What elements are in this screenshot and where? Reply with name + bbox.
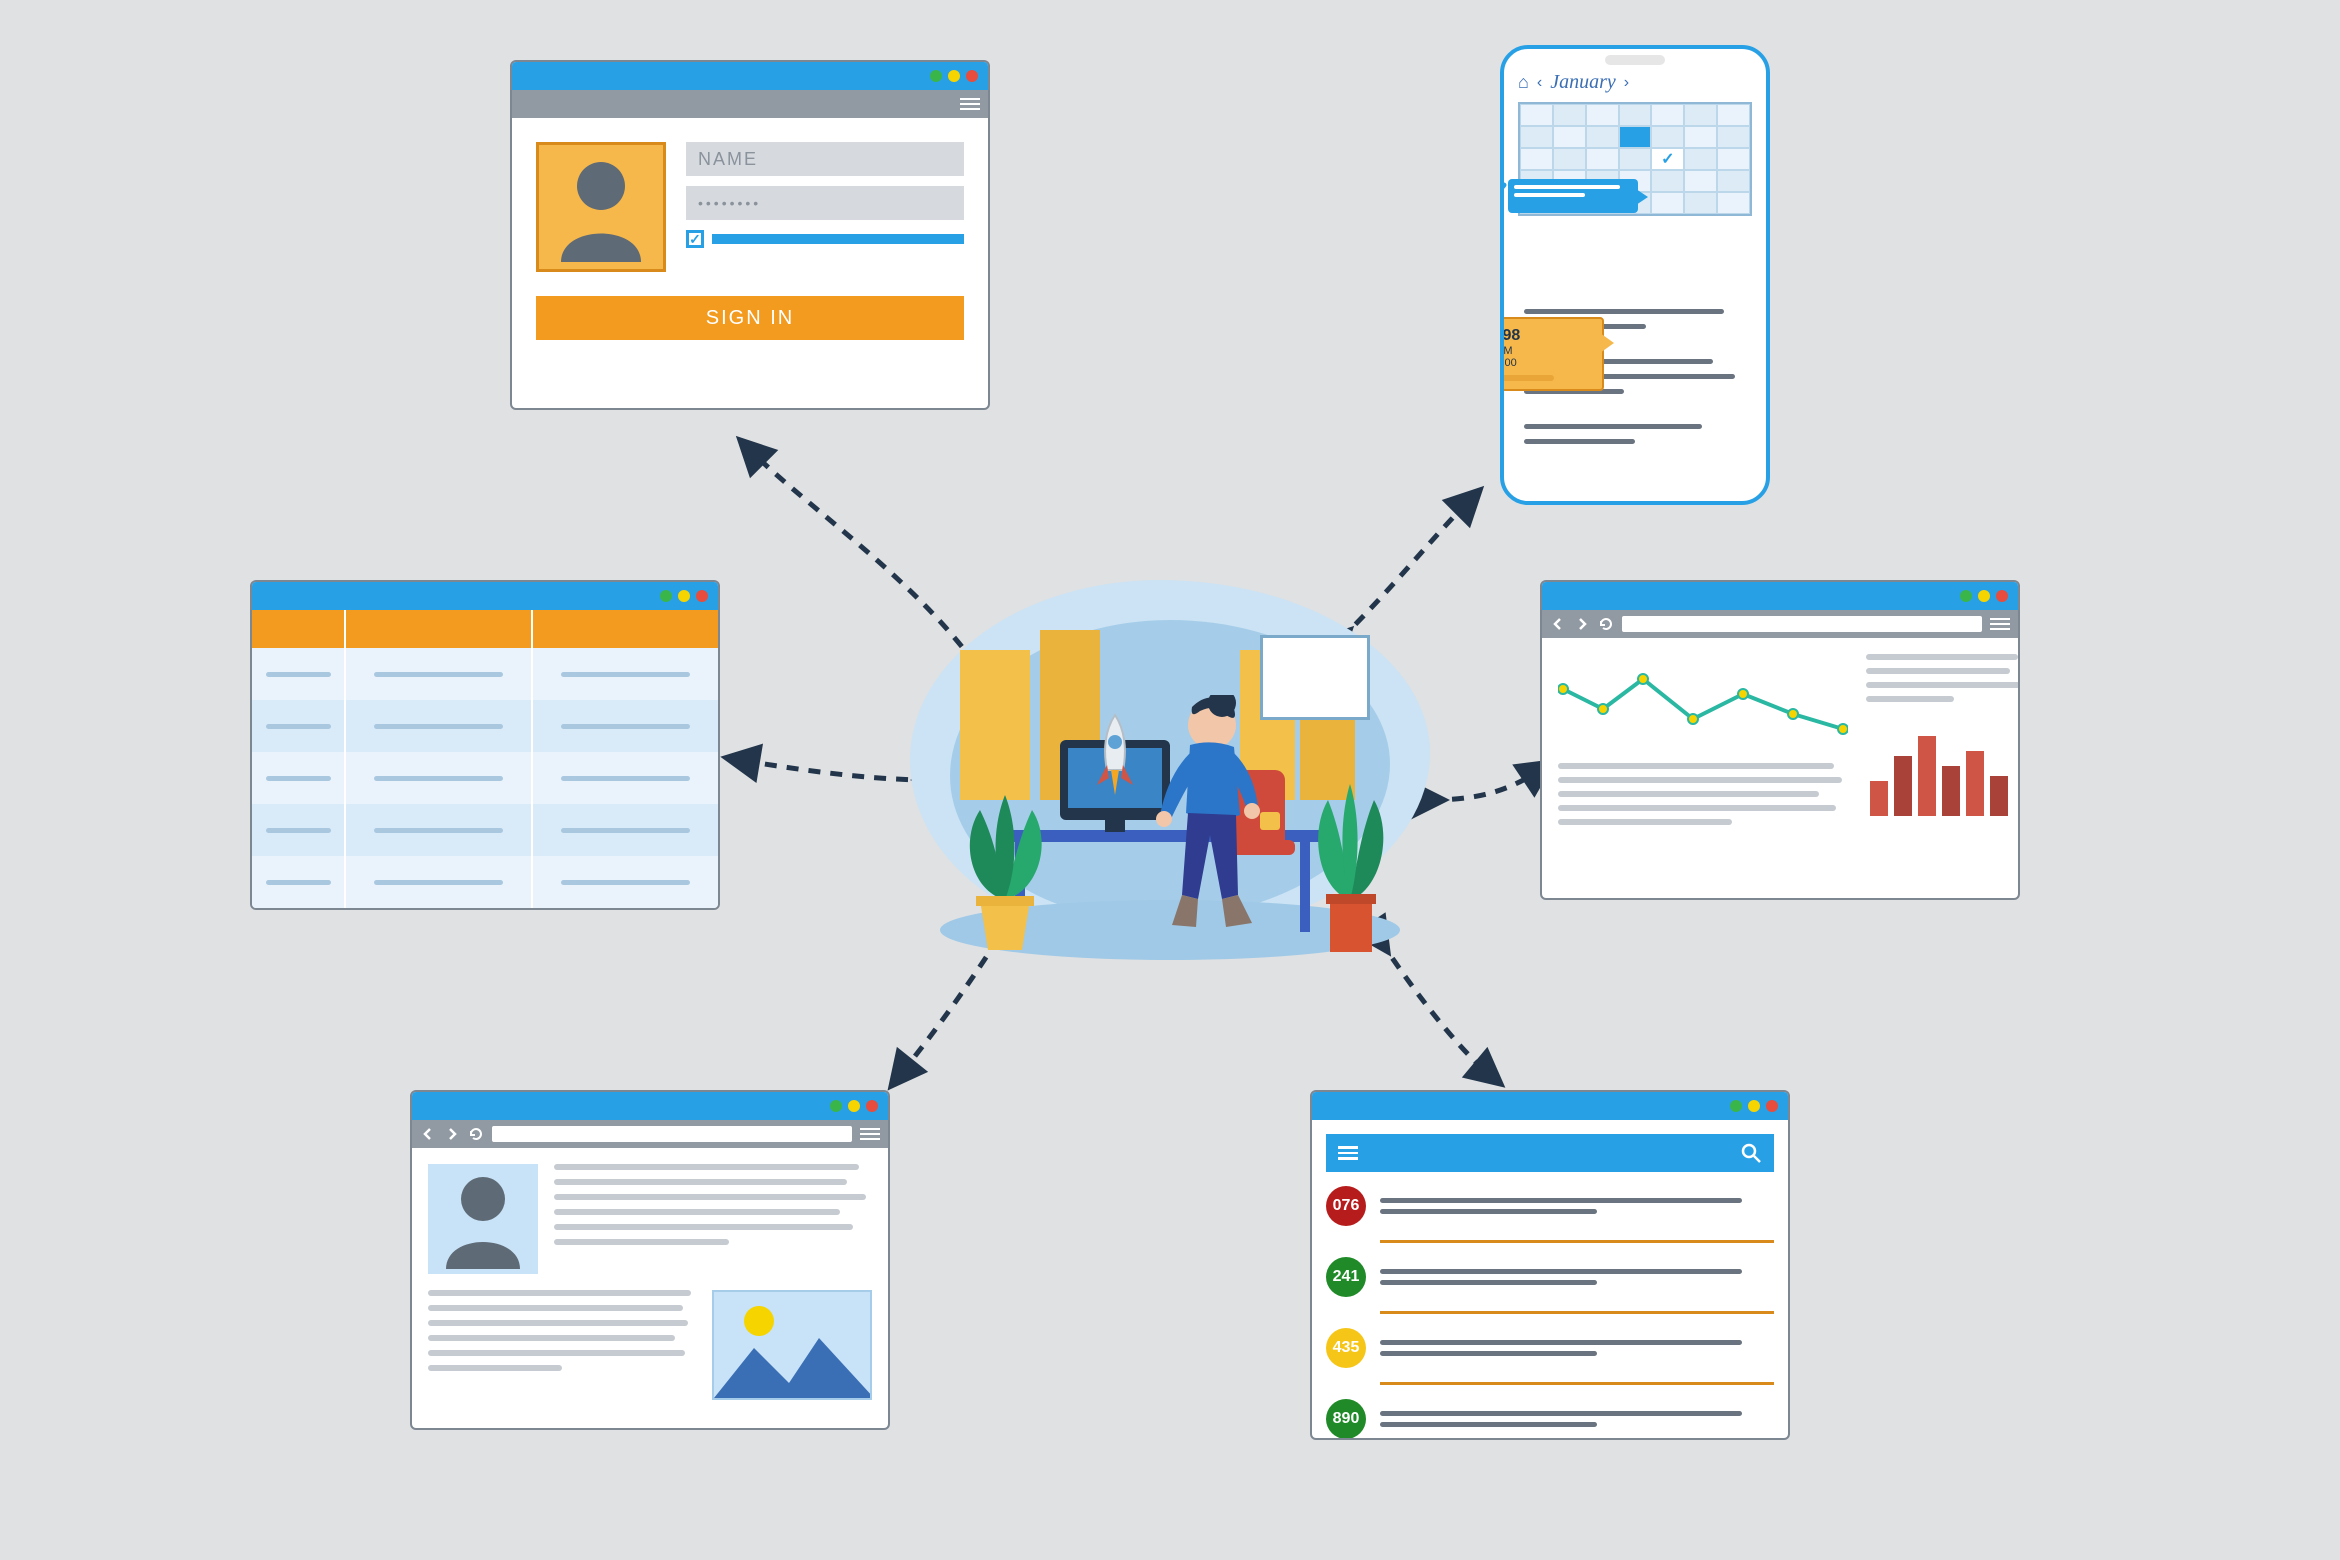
event-room: Room 100: [1500, 357, 1592, 369]
sign-in-button[interactable]: SIGN IN: [536, 296, 964, 340]
password-field[interactable]: ••••••••: [686, 186, 964, 220]
search-icon[interactable]: [1740, 1142, 1762, 1164]
menu-icon[interactable]: [960, 98, 980, 110]
refresh-icon[interactable]: [1598, 616, 1614, 632]
data-table[interactable]: [252, 610, 718, 908]
url-bar[interactable]: [492, 1126, 852, 1142]
menu-icon[interactable]: [1990, 618, 2010, 630]
back-icon[interactable]: [420, 1126, 436, 1142]
forward-icon[interactable]: [1574, 616, 1590, 632]
list-item[interactable]: 435: [1326, 1328, 1774, 1368]
next-month-icon[interactable]: ›: [1624, 74, 1629, 92]
center-illustration: [870, 540, 1470, 980]
event-card[interactable]: HB 298 10:00 AM Room 100: [1500, 317, 1604, 391]
event-title: HB 298: [1500, 327, 1592, 345]
avatar: [536, 142, 666, 272]
back-icon[interactable]: [1550, 616, 1566, 632]
image-placeholder: [712, 1290, 872, 1400]
search-list-window: 076 241 435 890: [1310, 1090, 1790, 1440]
status-badge: 890: [1326, 1399, 1366, 1439]
list-item[interactable]: 241: [1326, 1257, 1774, 1297]
status-badge: 435: [1326, 1328, 1366, 1368]
month-label: January: [1550, 71, 1616, 94]
refresh-icon[interactable]: [468, 1126, 484, 1142]
profile-window: [410, 1090, 890, 1430]
titlebar: [512, 62, 988, 90]
search-bar[interactable]: [1326, 1134, 1774, 1172]
calendar-check-callout: [1500, 179, 1638, 213]
remember-checkbox[interactable]: ✓: [686, 230, 704, 248]
menu-icon[interactable]: [1338, 1146, 1358, 1160]
avatar: [428, 1164, 538, 1274]
analytics-window: [1540, 580, 2020, 900]
table-window: [250, 580, 720, 910]
status-badge: 241: [1326, 1257, 1366, 1297]
prev-month-icon[interactable]: ‹: [1537, 74, 1542, 92]
phone-calendar: ⌂ ‹ January › ✓ HB 298 10:00 AM Room 100: [1500, 45, 1770, 505]
status-badge: 076: [1326, 1186, 1366, 1226]
login-window: NAME •••••••• ✓ SIGN IN: [510, 60, 990, 410]
list-item[interactable]: 890: [1326, 1399, 1774, 1439]
line-chart: [1558, 654, 1848, 744]
home-icon[interactable]: ⌂: [1518, 72, 1529, 93]
url-bar[interactable]: [1622, 616, 1982, 632]
forward-icon[interactable]: [444, 1126, 460, 1142]
menu-icon[interactable]: [860, 1128, 880, 1140]
bar-chart: [1866, 716, 2020, 816]
name-field[interactable]: NAME: [686, 142, 964, 176]
event-time: 10:00 AM: [1500, 345, 1592, 357]
toolbar: [512, 90, 988, 118]
list-item[interactable]: 076: [1326, 1186, 1774, 1226]
